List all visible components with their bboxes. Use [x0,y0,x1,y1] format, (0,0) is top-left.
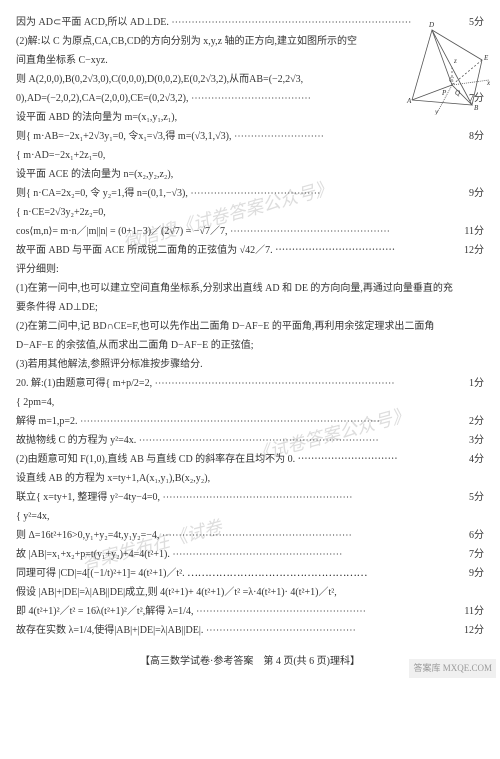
score-label: 8分 [469,128,484,145]
line-text: 即 4(t²+1)²／t² = 16λ(t²+1)²／t²,解得 λ=1/4, … [16,606,366,617]
line-text: (2)在第二问中,记 BD∩CE=F,也可以先作出二面角 D−AF−E 的平面角… [16,321,434,332]
text-line: { n·CE=2√3y₂+2z₂=0, [16,204,484,221]
text-line: 则{ n·CA=2x₂=0, 令 y₂=1,得 n=(0,1,−√3), ⋯⋯⋯… [16,185,484,202]
line-text: 则 Δ=16t²+16>0,y₁+y₂=4t,y₁y₂=−4, ⋯⋯⋯⋯⋯⋯⋯⋯… [16,530,352,541]
line-text: 解得 m=1,p=2. ⋯⋯⋯⋯⋯⋯⋯⋯⋯⋯⋯⋯⋯⋯⋯⋯⋯⋯⋯⋯⋯⋯⋯⋯⋯⋯⋯⋯… [16,416,380,427]
score-label: 4分 [469,451,484,468]
line-text: 故存在实数 λ=1/4,使得|AB|+|DE|=λ|AB||DE|. ⋯⋯⋯⋯⋯… [16,625,356,636]
score-label: 12分 [464,622,484,639]
svg-text:x: x [486,79,491,87]
text-line: 0),AD=(−2,0,2),CA=(2,0,0),CE=(0,2√3,2), … [16,90,484,107]
text-line: 要条件得 AD⊥DE; [16,299,484,316]
score-label: 7分 [469,90,484,107]
text-line: { y²=4x, [16,508,484,525]
line-text: { y²=4x, [16,511,49,522]
line-text: 故抛物线 C 的方程为 y²=4x. ⋯⋯⋯⋯⋯⋯⋯⋯⋯⋯⋯⋯⋯⋯⋯⋯⋯⋯⋯⋯⋯… [16,435,379,446]
line-text: 故平面 ABD 与平面 ACE 所成锐二面角的正弦值为 √42／7. ⋯⋯⋯⋯⋯… [16,245,395,256]
line-text: D−AF−E 的余弦值,从而求出二面角 D−AF−E 的正弦值; [16,340,254,351]
line-text: 假设 |AB|+|DE|=λ|AB||DE|成立,则 4(t²+1)+ 4(t²… [16,587,337,598]
score-label: 12分 [464,242,484,259]
text-line: cos⟨m,n⟩= m·n／|m||n| = (0+1−3)／(2√7) = −… [16,223,484,240]
text-line: 评分细则: [16,261,484,278]
line-text: 评分细则: [16,264,59,275]
line-text: (3)若用其他解法,参照评分标准按步骤给分. [16,359,203,370]
text-line: 解得 m=1,p=2. ⋯⋯⋯⋯⋯⋯⋯⋯⋯⋯⋯⋯⋯⋯⋯⋯⋯⋯⋯⋯⋯⋯⋯⋯⋯⋯⋯⋯… [16,413,484,430]
text-line: 故抛物线 C 的方程为 y²=4x. ⋯⋯⋯⋯⋯⋯⋯⋯⋯⋯⋯⋯⋯⋯⋯⋯⋯⋯⋯⋯⋯… [16,432,484,449]
line-text: 设平面 ABD 的法向量为 m=(x₁,y₁,z₁), [16,112,177,123]
text-line: (3)若用其他解法,参照评分标准按步骤给分. [16,356,484,373]
score-label: 5分 [469,14,484,31]
line-text: (1)在第一问中,也可以建立空间直角坐标系,分别求出直线 AD 和 DE 的方向… [16,283,453,294]
line-text: { 2pm=4, [16,397,54,408]
line-text: 设平面 ACE 的法向量为 n=(x₂,y₂,z₂), [16,169,173,180]
corner-watermark: 答案库 MXQE.COM [409,659,496,678]
text-line: (2)在第二问中,记 BD∩CE=F,也可以先作出二面角 D−AF−E 的平面角… [16,318,484,335]
line-text: { n·CE=2√3y₂+2z₂=0, [16,207,106,218]
text-line: 故平面 ABD 与平面 ACE 所成锐二面角的正弦值为 √42／7. ⋯⋯⋯⋯⋯… [16,242,484,259]
score-label: 5分 [469,489,484,506]
score-label: 6分 [469,527,484,544]
line-text: cos⟨m,n⟩= m·n／|m||n| = (0+1−3)／(2√7) = −… [16,226,390,237]
text-line: 联立{ x=ty+1, 整理得 y²−4ty−4=0, ⋯⋯⋯⋯⋯⋯⋯⋯⋯⋯⋯⋯… [16,489,484,506]
text-line: 故存在实数 λ=1/4,使得|AB|+|DE|=λ|AB||DE|. ⋯⋯⋯⋯⋯… [16,622,484,639]
score-label: 9分 [469,185,484,202]
line-text: 故 |AB|=x₁+x₂+p=t(y₁+y₂)+4=4(t²+1). ⋯⋯⋯⋯⋯… [16,549,342,560]
line-text: (2)解:以 C 为原点,CA,CB,CD的方向分别为 x,y,z 轴的正方向,… [16,36,357,47]
text-line: 设平面 ABD 的法向量为 m=(x₁,y₁,z₁), [16,109,484,126]
text-line: 即 4(t²+1)²／t² = 16λ(t²+1)²／t²,解得 λ=1/4, … [16,603,484,620]
line-text: 同理可得 |CD|=4[(−1/t)²+1]= 4(t²+1)／t². ⋯⋯⋯⋯… [16,568,367,579]
line-text: (2)由题意可知 F(1,0),直线 AB 与直线 CD 的斜率存在且均不为 0… [16,454,398,465]
text-line: D−AF−E 的余弦值,从而求出二面角 D−AF−E 的正弦值; [16,337,484,354]
text-line: 同理可得 |CD|=4[(−1/t)²+1]= 4(t²+1)／t². ⋯⋯⋯⋯… [16,565,484,582]
text-line: (2)由题意可知 F(1,0),直线 AB 与直线 CD 的斜率存在且均不为 0… [16,451,484,468]
line-text: 则{ n·CA=2x₂=0, 令 y₂=1,得 n=(0,1,−√3), ⋯⋯⋯… [16,188,320,199]
line-text: 间直角坐标系 C−xyz. [16,55,108,66]
line-text: 设直线 AB 的方程为 x=ty+1,A(x₁,y₁),B(x₂,y₂), [16,473,210,484]
score-label: 3分 [469,432,484,449]
line-text: 0),AD=(−2,0,2),CA=(2,0,0),CE=(0,2√3,2), … [16,93,311,104]
text-line: 假设 |AB|+|DE|=λ|AB||DE|成立,则 4(t²+1)+ 4(t²… [16,584,484,601]
text-line: 因为 AD⊂平面 ACD,所以 AD⊥DE. ⋯⋯⋯⋯⋯⋯⋯⋯⋯⋯⋯⋯⋯⋯⋯⋯⋯… [16,14,484,31]
text-line: 设直线 AB 的方程为 x=ty+1,A(x₁,y₁),B(x₂,y₂), [16,470,484,487]
score-label: 9分 [469,565,484,582]
score-label: 2分 [469,413,484,430]
text-line: 则 A(2,0,0),B(0,2√3,0),C(0,0,0),D(0,0,2),… [16,71,484,88]
score-label: 11分 [464,603,484,620]
text-line: { m·AD=−2x₁+2z₁=0, [16,147,484,164]
line-text: { m·AD=−2x₁+2z₁=0, [16,150,105,161]
line-text: 20. 解:(1)由题意可得{ m+p/2=2, ⋯⋯⋯⋯⋯⋯⋯⋯⋯⋯⋯⋯⋯⋯⋯… [16,378,395,389]
text-line: 则 Δ=16t²+16>0,y₁+y₂=4t,y₁y₂=−4, ⋯⋯⋯⋯⋯⋯⋯⋯… [16,527,484,544]
text-line: 间直角坐标系 C−xyz. [16,52,484,69]
text-line: (1)在第一问中,也可以建立空间直角坐标系,分别求出直线 AD 和 DE 的方向… [16,280,484,297]
score-label: 11分 [464,223,484,240]
text-line: 20. 解:(1)由题意可得{ m+p/2=2, ⋯⋯⋯⋯⋯⋯⋯⋯⋯⋯⋯⋯⋯⋯⋯… [16,375,484,392]
line-text: 则{ m·AB=−2x₁+2√3y₁=0, 令x₁=√3,得 m=(√3,1,√… [16,131,324,142]
text-line: { 2pm=4, [16,394,484,411]
line-text: 联立{ x=ty+1, 整理得 y²−4ty−4=0, ⋯⋯⋯⋯⋯⋯⋯⋯⋯⋯⋯⋯… [16,492,353,503]
line-text: 要条件得 AD⊥DE; [16,302,98,313]
line-text: 因为 AD⊂平面 ACD,所以 AD⊥DE. ⋯⋯⋯⋯⋯⋯⋯⋯⋯⋯⋯⋯⋯⋯⋯⋯⋯… [16,17,411,28]
text-line: 则{ m·AB=−2x₁+2√3y₁=0, 令x₁=√3,得 m=(√3,1,√… [16,128,484,145]
text-line: 设平面 ACE 的法向量为 n=(x₂,y₂,z₂), [16,166,484,183]
text-line: 故 |AB|=x₁+x₂+p=t(y₁+y₂)+4=4(t²+1). ⋯⋯⋯⋯⋯… [16,546,484,563]
line-text: 则 A(2,0,0),B(0,2√3,0),C(0,0,0),D(0,0,2),… [16,74,303,85]
text-line: (2)解:以 C 为原点,CA,CB,CD的方向分别为 x,y,z 轴的正方向,… [16,33,484,50]
score-label: 7分 [469,546,484,563]
score-label: 1分 [469,375,484,392]
